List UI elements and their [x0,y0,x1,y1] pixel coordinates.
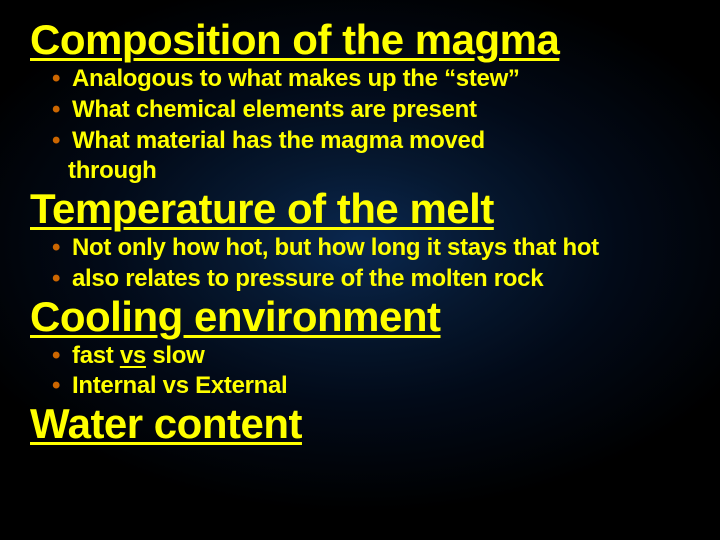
bullets-composition: Analogous to what makes up the “stew” Wh… [52,64,696,156]
heading-composition: Composition of the magma [30,18,696,62]
heading-water: Water content [30,402,696,446]
heading-temperature: Temperature of the melt [30,187,696,231]
heading-cooling: Cooling environment [30,295,696,339]
bullet-underline: vs [120,342,146,369]
bullet-item: Analogous to what makes up the “stew” [52,64,696,95]
bullet-item: Internal vs External [52,371,696,402]
bullet-item: Not only how hot, but how long it stays … [52,233,696,264]
bullet-item: fast vs slow [52,341,696,372]
section-composition: Composition of the magma Analogous to wh… [30,18,696,187]
section-temperature: Temperature of the melt Not only how hot… [30,187,696,295]
bullet-pre: fast [72,342,120,369]
section-cooling: Cooling environment fast vs slow Interna… [30,295,696,403]
section-water: Water content [30,402,696,446]
bullet-item: also relates to pressure of the molten r… [52,264,696,295]
bullet-item: What material has the magma moved [52,126,696,157]
bullet-post: slow [146,342,205,369]
bullet-continuation: through [68,156,696,187]
bullet-item: What chemical elements are present [52,95,696,126]
bullets-cooling: fast vs slow Internal vs External [52,341,696,402]
bullets-temperature: Not only how hot, but how long it stays … [52,233,696,294]
